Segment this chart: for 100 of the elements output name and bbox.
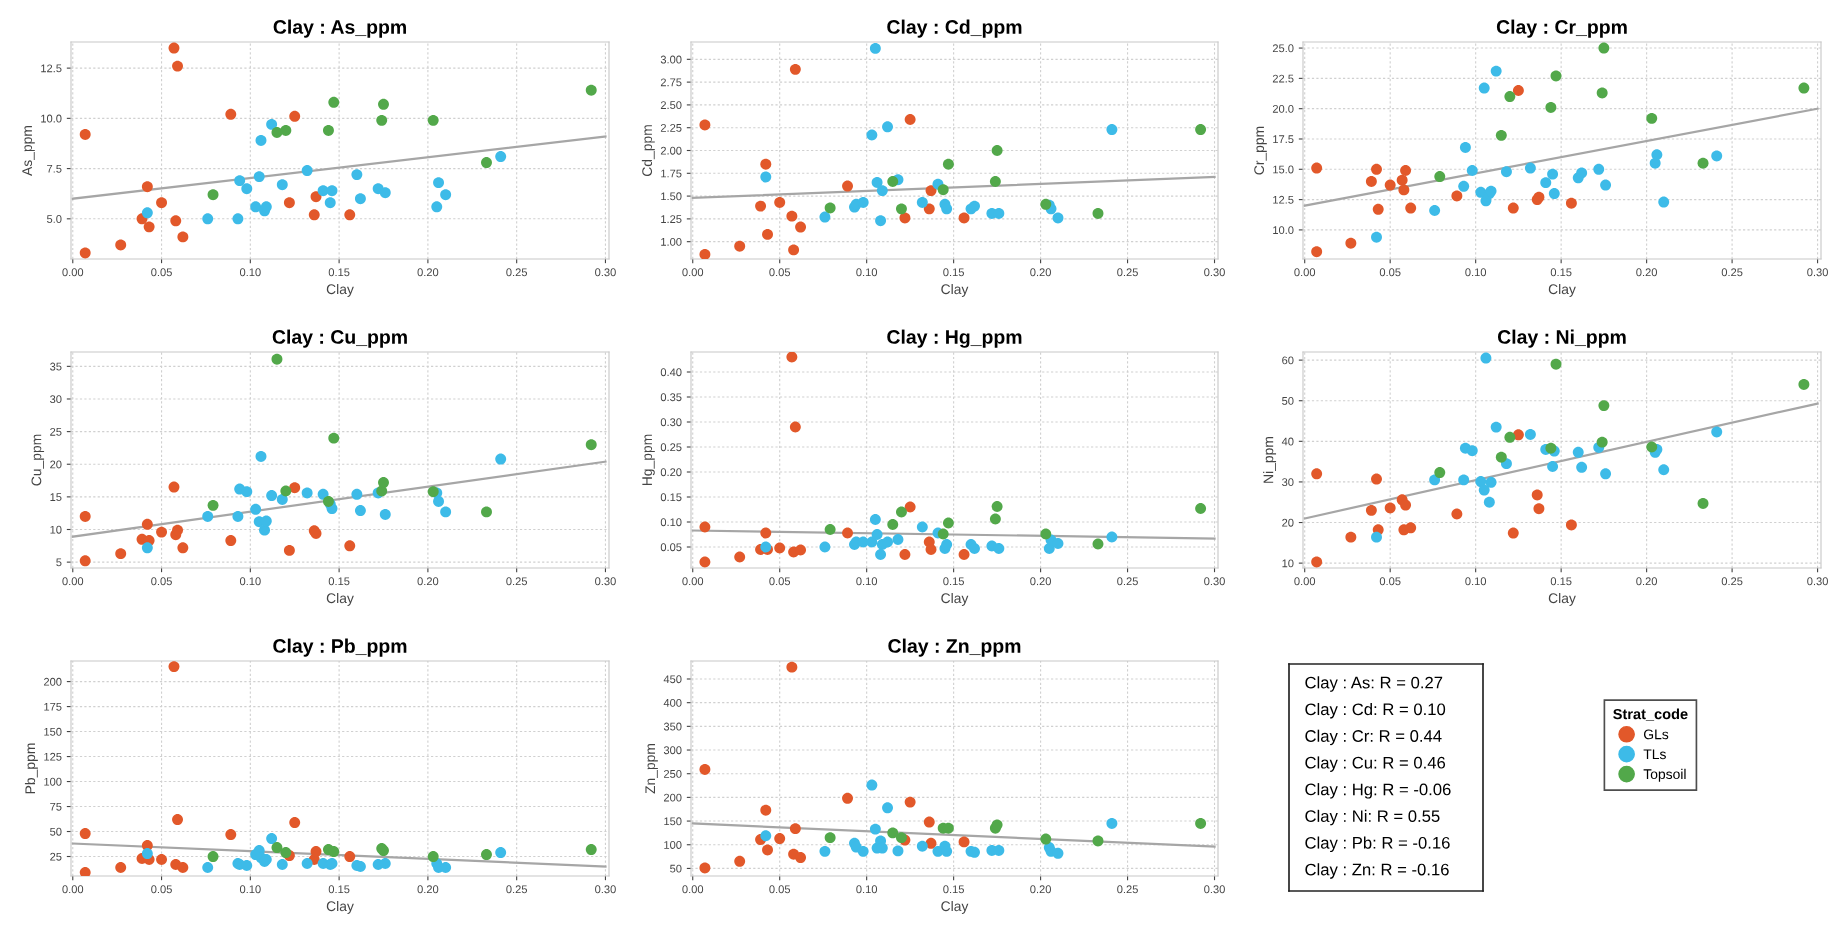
point (427, 114, 439, 126)
point (699, 763, 711, 775)
y-tick-label: 25 (50, 427, 62, 436)
y-tick-label: 75 (50, 802, 62, 811)
point (115, 548, 127, 560)
point (1798, 82, 1810, 94)
point (857, 197, 869, 208)
point (895, 203, 907, 215)
y-tick-label: 250 (663, 769, 682, 778)
y-tick-label: 450 (663, 675, 682, 684)
point (141, 518, 153, 530)
point (1598, 42, 1610, 54)
x-tick-label: 0.15 (328, 885, 350, 894)
point (1711, 426, 1723, 438)
point (1475, 476, 1487, 487)
x-tick-label: 0.30 (595, 268, 616, 277)
x-tick-label: 0.20 (1030, 577, 1051, 586)
point (1345, 237, 1357, 249)
point (786, 352, 798, 363)
y-tick-label: 30 (50, 395, 62, 404)
point (1576, 167, 1588, 179)
x-tick-label: 0.30 (1204, 268, 1225, 277)
point (1507, 527, 1519, 539)
point (170, 215, 182, 227)
y-axis-title: Cu_ppm (31, 434, 45, 486)
point (842, 792, 853, 804)
point (433, 495, 445, 507)
point (378, 98, 389, 110)
x-tick-label: 0.20 (1636, 577, 1657, 586)
point (1711, 150, 1723, 162)
point (774, 542, 786, 554)
chart-title: Clay : Zn_ppm (888, 638, 1021, 657)
point (585, 844, 597, 855)
point (904, 501, 916, 513)
point (1490, 65, 1502, 77)
point (225, 829, 237, 840)
x-tick-label: 0.05 (769, 268, 791, 277)
point (1598, 400, 1610, 412)
point (326, 185, 338, 197)
point (789, 421, 801, 433)
point (1466, 445, 1478, 457)
x-tick-label: 0.00 (1294, 577, 1316, 586)
point (260, 201, 272, 213)
y-axis-title: Hg_ppm (642, 434, 655, 486)
x-tick-label: 0.00 (1294, 268, 1316, 277)
x-tick-label: 0.30 (1204, 577, 1225, 586)
x-tick-label: 0.10 (1465, 268, 1487, 277)
x-tick-label: 0.25 (1117, 268, 1138, 277)
point (202, 213, 214, 225)
point (887, 519, 899, 530)
point (904, 796, 916, 808)
point (177, 862, 189, 873)
point (1345, 531, 1357, 543)
point (795, 221, 807, 233)
y-tick-label: 2.50 (660, 101, 682, 110)
y-tick-label: 150 (664, 817, 682, 826)
point (440, 189, 452, 201)
y-axis-title: Ni_ppm (1263, 436, 1277, 483)
point (1550, 358, 1562, 370)
point (271, 842, 283, 853)
point (1384, 179, 1396, 191)
y-tick-label: 20.0 (1272, 104, 1294, 113)
point (1596, 87, 1608, 99)
point (427, 851, 439, 862)
point (795, 544, 807, 556)
point (241, 486, 253, 498)
point (1458, 180, 1470, 192)
y-tick-label: 100 (44, 777, 62, 786)
y-tick-label: 0.15 (660, 493, 682, 502)
point (115, 239, 127, 251)
legend-label: Topsoil (1643, 768, 1686, 782)
point (916, 521, 928, 533)
x-tick-label: 0.25 (1117, 577, 1138, 586)
x-tick-label: 0.20 (1636, 268, 1657, 277)
point (882, 536, 894, 548)
y-tick-label: 0.05 (660, 543, 682, 552)
point (1372, 203, 1384, 215)
chart-title: Clay : As_ppm (273, 19, 406, 38)
x-tick-label: 0.20 (417, 268, 439, 277)
point (79, 867, 91, 876)
point (351, 169, 363, 181)
point (301, 487, 313, 499)
point (941, 203, 953, 215)
point (1458, 474, 1470, 486)
point (289, 482, 301, 494)
point (958, 836, 970, 848)
point (1507, 202, 1519, 214)
point (1548, 188, 1560, 199)
point (301, 858, 313, 869)
point (866, 129, 878, 141)
point (276, 179, 288, 191)
point (1400, 499, 1412, 511)
point (916, 840, 928, 852)
y-tick-label: 200 (43, 677, 62, 686)
point (202, 510, 214, 522)
point (958, 212, 970, 224)
point (899, 212, 911, 224)
point (1646, 112, 1658, 124)
y-tick-label: 60 (1282, 356, 1294, 365)
point (1365, 175, 1377, 187)
